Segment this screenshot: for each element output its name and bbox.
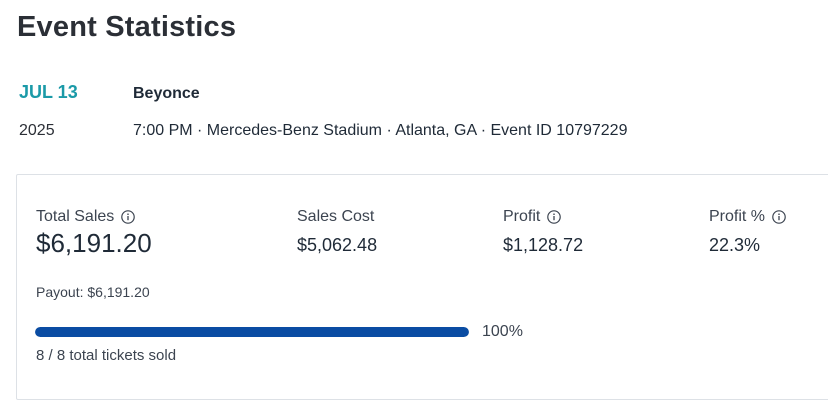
event-year: 2025 <box>19 122 55 139</box>
stat-label: Profit % <box>709 208 766 225</box>
event-details: 7:00 PM · Mercedes-Benz Stadium · Atlant… <box>133 122 628 139</box>
info-icon[interactable] <box>121 210 136 224</box>
stat-value: $1,128.72 <box>503 235 584 255</box>
stat-value: 22.3% <box>709 235 761 255</box>
tickets-progress-percent: 100% <box>482 323 523 340</box>
tickets-sold-text: 8 / 8 total tickets sold <box>36 347 177 364</box>
stat-sales-cost: Sales Cost $5,062.48 <box>297 208 377 256</box>
stat-value: $5,062.48 <box>297 235 378 255</box>
stats-card: Total Sales $6,191.20 Sales Cost $5,062.… <box>16 174 828 400</box>
event-date: JUL 13 <box>19 82 78 102</box>
stat-label: Total Sales <box>36 208 115 225</box>
event-name: Beyonce <box>133 85 200 102</box>
stat-total-sales: Total Sales $6,191.20 <box>36 208 152 259</box>
stat-profit-percent-label-row: Profit % <box>709 208 786 226</box>
info-icon[interactable] <box>772 210 786 224</box>
stat-profit: Profit $1,128.72 <box>503 208 583 256</box>
tickets-progress-bar <box>35 327 469 337</box>
tickets-progress-fill <box>35 327 469 337</box>
page-title: Event Statistics <box>17 11 237 43</box>
stat-value: $6,191.20 <box>36 228 152 258</box>
stat-label: Profit <box>503 208 541 225</box>
info-icon[interactable] <box>547 210 562 224</box>
stat-profit-label-row: Profit <box>503 208 583 226</box>
stat-label: Sales Cost <box>297 208 375 225</box>
stat-sales-cost-label-row: Sales Cost <box>297 208 377 226</box>
stat-total-sales-label-row: Total Sales <box>36 208 152 226</box>
stat-profit-percent: Profit % 22.3% <box>709 208 786 256</box>
payout-text: Payout: $6,191.20 <box>36 284 150 300</box>
